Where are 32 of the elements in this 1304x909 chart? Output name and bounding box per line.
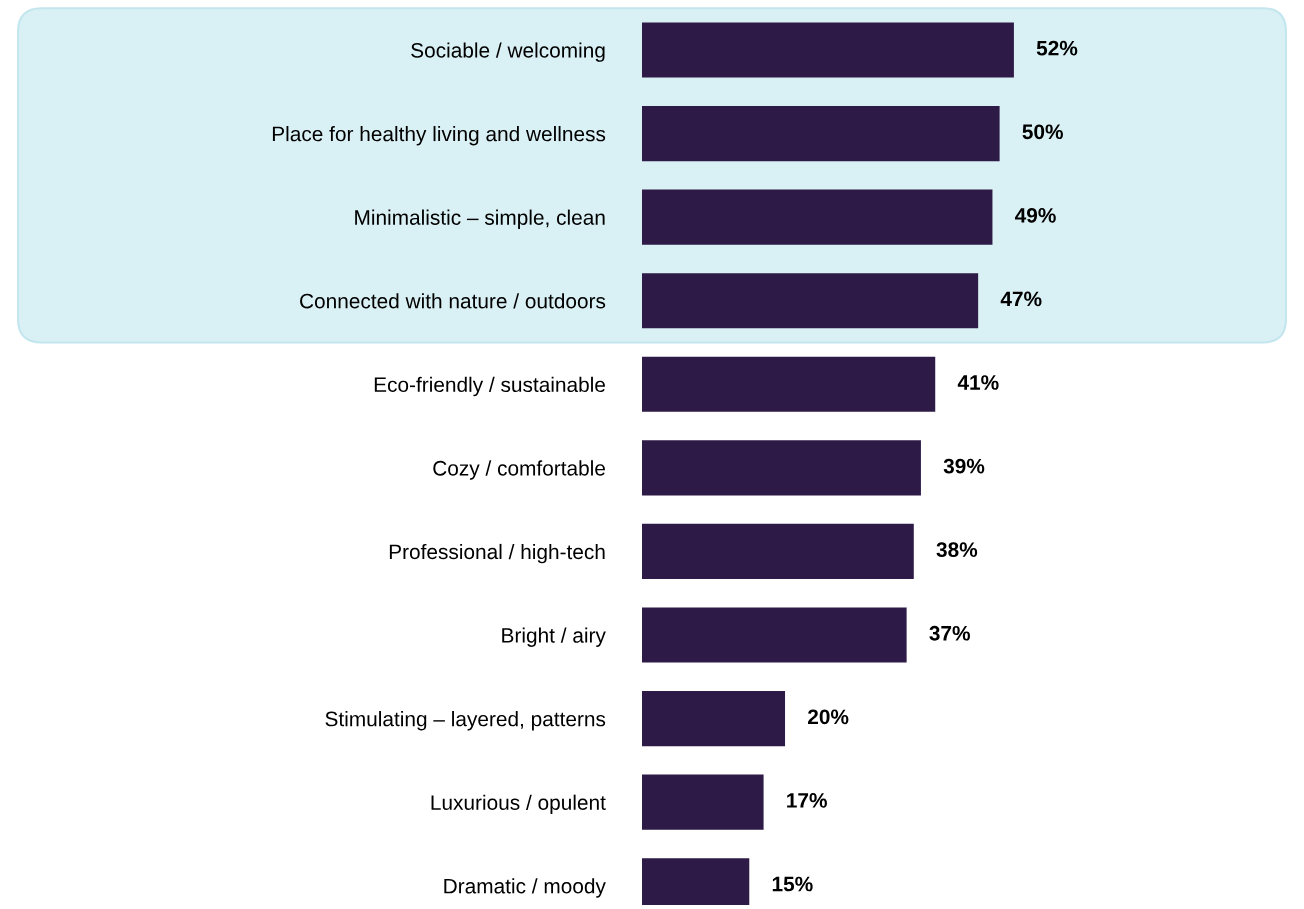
y-tick-label: Cozy / comfortable	[433, 460, 605, 480]
bar	[642, 189, 993, 245]
data-label: 47%	[1000, 291, 1042, 307]
data-label: 17%	[787, 793, 827, 808]
y-tick-label: Dramatic / moody	[444, 878, 606, 898]
bar	[642, 22, 1014, 78]
bar	[642, 105, 1000, 162]
bar	[642, 691, 786, 747]
y-tick-label: Connected with nature / outdoors	[300, 293, 606, 309]
data-label: 39%	[943, 458, 985, 474]
data-label: 37%	[929, 625, 970, 641]
data-label: 15%	[772, 876, 813, 892]
bar	[642, 607, 907, 663]
bar	[642, 356, 936, 412]
bar	[642, 523, 914, 580]
y-tick-label: Luxurious / opulent	[431, 794, 606, 815]
bar	[642, 440, 921, 496]
bar	[642, 273, 979, 329]
y-tick-label: Minimalistic – simple, clean	[355, 209, 605, 229]
y-tick-label: Bright / airy	[502, 627, 606, 647]
y-tick-label: Eco-friendly / sustainable	[374, 376, 605, 397]
data-label: 52%	[1036, 40, 1078, 56]
data-label: 50%	[1022, 124, 1063, 140]
data-label: 20%	[807, 709, 849, 725]
data-label: 41%	[957, 375, 999, 390]
bar	[642, 774, 764, 830]
y-tick-label: Sociable / welcoming	[411, 42, 605, 62]
y-tick-label: Professional / high-tech	[389, 543, 605, 564]
data-label: 49%	[1014, 207, 1056, 223]
data-label: 38%	[936, 542, 978, 558]
y-tick-label: Stimulating – layered, patterns	[325, 711, 606, 731]
y-tick-label: Place for healthy living and wellness	[272, 126, 606, 146]
